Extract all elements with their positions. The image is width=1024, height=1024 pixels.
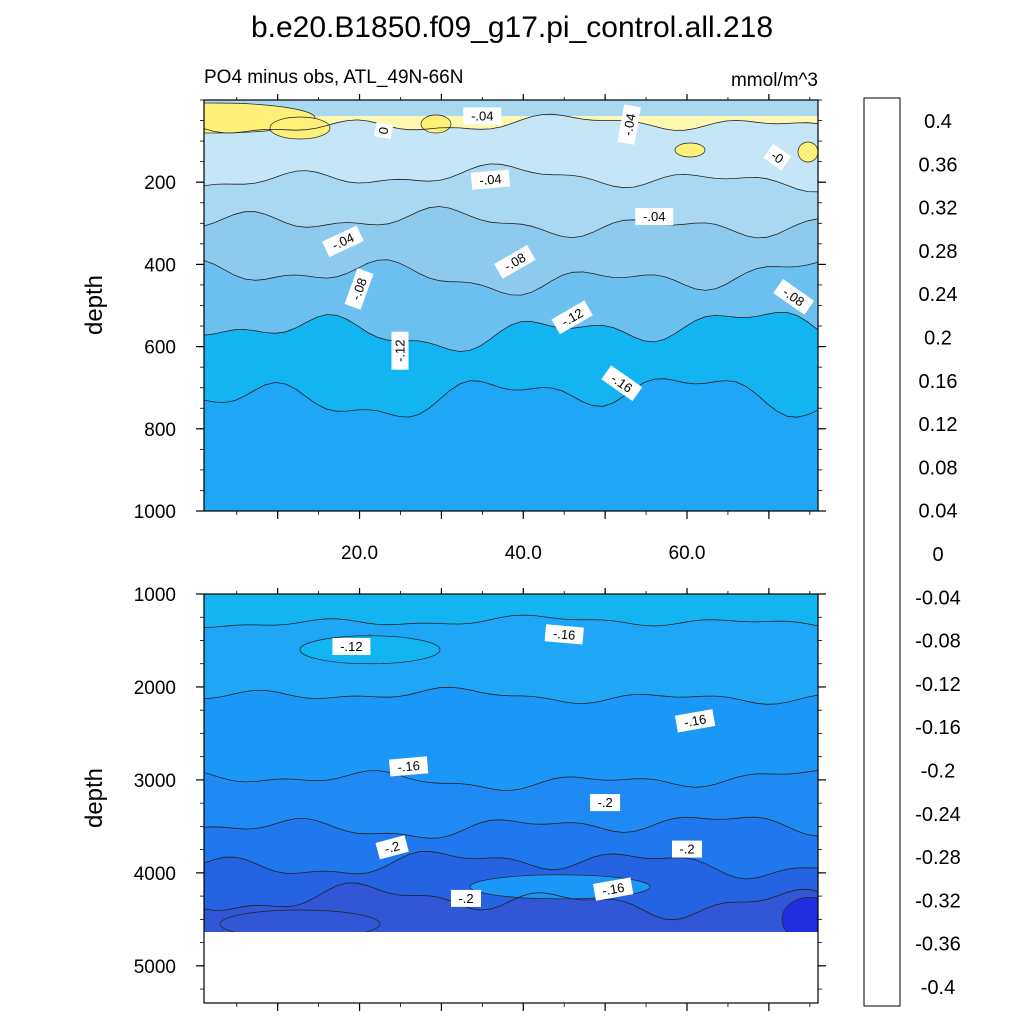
colorbar-frame (863, 97, 901, 1007)
upper-y-tick-label: 1000 (134, 502, 176, 523)
colorbar-label: -0.4 (921, 977, 955, 999)
upper-contour-label: -.12 (391, 331, 409, 370)
colorbar-label: -0.12 (915, 674, 961, 696)
lower-contour-label: -.16 (544, 624, 584, 645)
colorbar-label: -0.08 (915, 631, 961, 653)
upper-contour-label: -.04 (635, 208, 674, 226)
upper-contour-label: -.04 (463, 107, 502, 125)
chart-title: b.e20.B1850.f09_g17.pi_control.all.218 (251, 11, 773, 44)
colorbar-label: 0.36 (919, 154, 958, 176)
upper-contour-label: 0 (374, 122, 394, 140)
lower-panel: -.12 -.16 -.16 -.16 -.2 -.2 -.2 -.2 -.16 1000 200… (81, 585, 826, 1011)
colorbar-label: 0.32 (919, 198, 958, 220)
colorbar-label: -0.16 (915, 717, 961, 739)
upper-contour-label-text: -.08 (348, 276, 370, 302)
lower-contour-label: -.2 (672, 840, 702, 858)
lower-contour-label-text: -.16 (683, 711, 708, 730)
lower-missing-data-area (204, 932, 818, 1003)
colorbar-label: -0.24 (915, 804, 961, 826)
upper-contour-label: -.04 (617, 104, 641, 145)
colorbar-label: 0.28 (919, 241, 958, 263)
lower-contour-label: -.12 (332, 638, 371, 655)
upper-contour-label-text: -.04 (620, 112, 639, 137)
colorbar-label: -0.2 (921, 761, 955, 783)
upper-contour-label-text: -.04 (643, 209, 665, 224)
lower-contour-label: -.2 (451, 889, 481, 907)
lower-contour-label-text: -.2 (598, 795, 613, 810)
upper-contour-label-text: -.04 (471, 108, 493, 123)
lower-axis-ticks: 1000 2000 3000 4000 5000 (134, 585, 826, 1011)
upper-contour-label-text: -.04 (479, 171, 503, 188)
upper-x-tick-label: 60.0 (669, 543, 706, 564)
upper-contour-label: -.04 (322, 225, 364, 258)
colorbar-label: -0.36 (915, 934, 961, 956)
colorbar-label: 0.2 (924, 328, 952, 350)
lower-contour-label-text: -.2 (458, 891, 473, 906)
upper-contour-label-text: -.12 (393, 339, 408, 361)
upper-axis-ticks: 200 400 600 800 1000 20.0 40.0 60.0 (134, 94, 826, 564)
lower-plot-frame (203, 593, 819, 1004)
lower-contour-label-text: -.16 (552, 626, 576, 643)
lower-contour-label: -.2 (590, 794, 621, 812)
upper-contour-fill (204, 100, 818, 511)
upper-contour-label: -.08 (344, 268, 374, 310)
upper-y-axis-label: depth (81, 275, 108, 335)
lower-contour-label: -.16 (388, 756, 429, 777)
lower-contour-label-text: -.2 (679, 842, 694, 857)
colorbar-label: 0.4 (924, 111, 952, 133)
lower-y-tick-label: 3000 (134, 771, 176, 792)
lower-y-tick-label: 1000 (134, 585, 176, 606)
upper-x-tick-label: 40.0 (505, 543, 542, 564)
upper-y-tick-label: 600 (144, 338, 176, 359)
colorbar-label: -0.28 (915, 847, 961, 869)
lower-contour-label-text: -.12 (340, 639, 362, 654)
lower-y-axis-label: depth (81, 768, 108, 828)
colorbar-label: -0.04 (915, 587, 961, 609)
upper-y-tick-label: 400 (144, 255, 176, 276)
lower-contour-label: -.2 (375, 835, 409, 860)
colorbar-labels: 0.4 0.36 0.32 0.28 0.24 0.2 0.16 0.12 0.08 0.04 0 -… (915, 111, 961, 999)
lower-contour-label: -.16 (674, 709, 716, 733)
lower-contour-label-text: -.16 (601, 880, 626, 899)
upper-y-tick-label: 800 (144, 420, 176, 441)
colorbar-swatches (863, 97, 901, 1007)
colorbar-label: 0 (932, 544, 943, 566)
chart-subtitle: PO4 minus obs, ATL_49N-66N (204, 67, 463, 88)
upper-contour-label-text: 0 (376, 126, 392, 136)
lower-contour-label: -.16 (593, 877, 634, 901)
lower-y-tick-label: 2000 (134, 678, 176, 699)
upper-y-tick-label: 200 (144, 173, 176, 194)
colorbar-label: 0.16 (919, 371, 958, 393)
lower-contour-labels: -.12 -.16 -.16 -.16 -.2 -.2 -.2 -.2 -.16 (332, 624, 716, 907)
chart-units: mmol/m^3 (731, 70, 818, 91)
lower-y-tick-label: 4000 (134, 864, 176, 885)
upper-panel: -.04 -.040-0-.04-.04-.04-.08-.08 -.08-.12-… (81, 94, 826, 564)
colorbar: 0.4 0.36 0.32 0.28 0.24 0.2 0.16 0.12 0.08 0.04 0 -… (863, 97, 961, 1007)
upper-x-tick-label: 20.0 (341, 543, 378, 564)
lower-contour-lines (204, 614, 818, 921)
colorbar-label: 0.08 (919, 457, 958, 479)
upper-contour-lines (204, 113, 818, 418)
colorbar-label: 0.24 (919, 284, 958, 306)
colorbar-label: 0.12 (919, 414, 958, 436)
colorbar-label: 0.04 (919, 501, 958, 523)
upper-contour-label: -0 (763, 143, 792, 171)
lower-contour-label-text: -.16 (397, 758, 421, 775)
upper-contour-label: -.04 (470, 169, 511, 190)
lower-y-tick-label: 5000 (134, 957, 176, 978)
lower-contour-label-text: -.2 (383, 838, 402, 856)
colorbar-label: -0.32 (915, 890, 961, 912)
